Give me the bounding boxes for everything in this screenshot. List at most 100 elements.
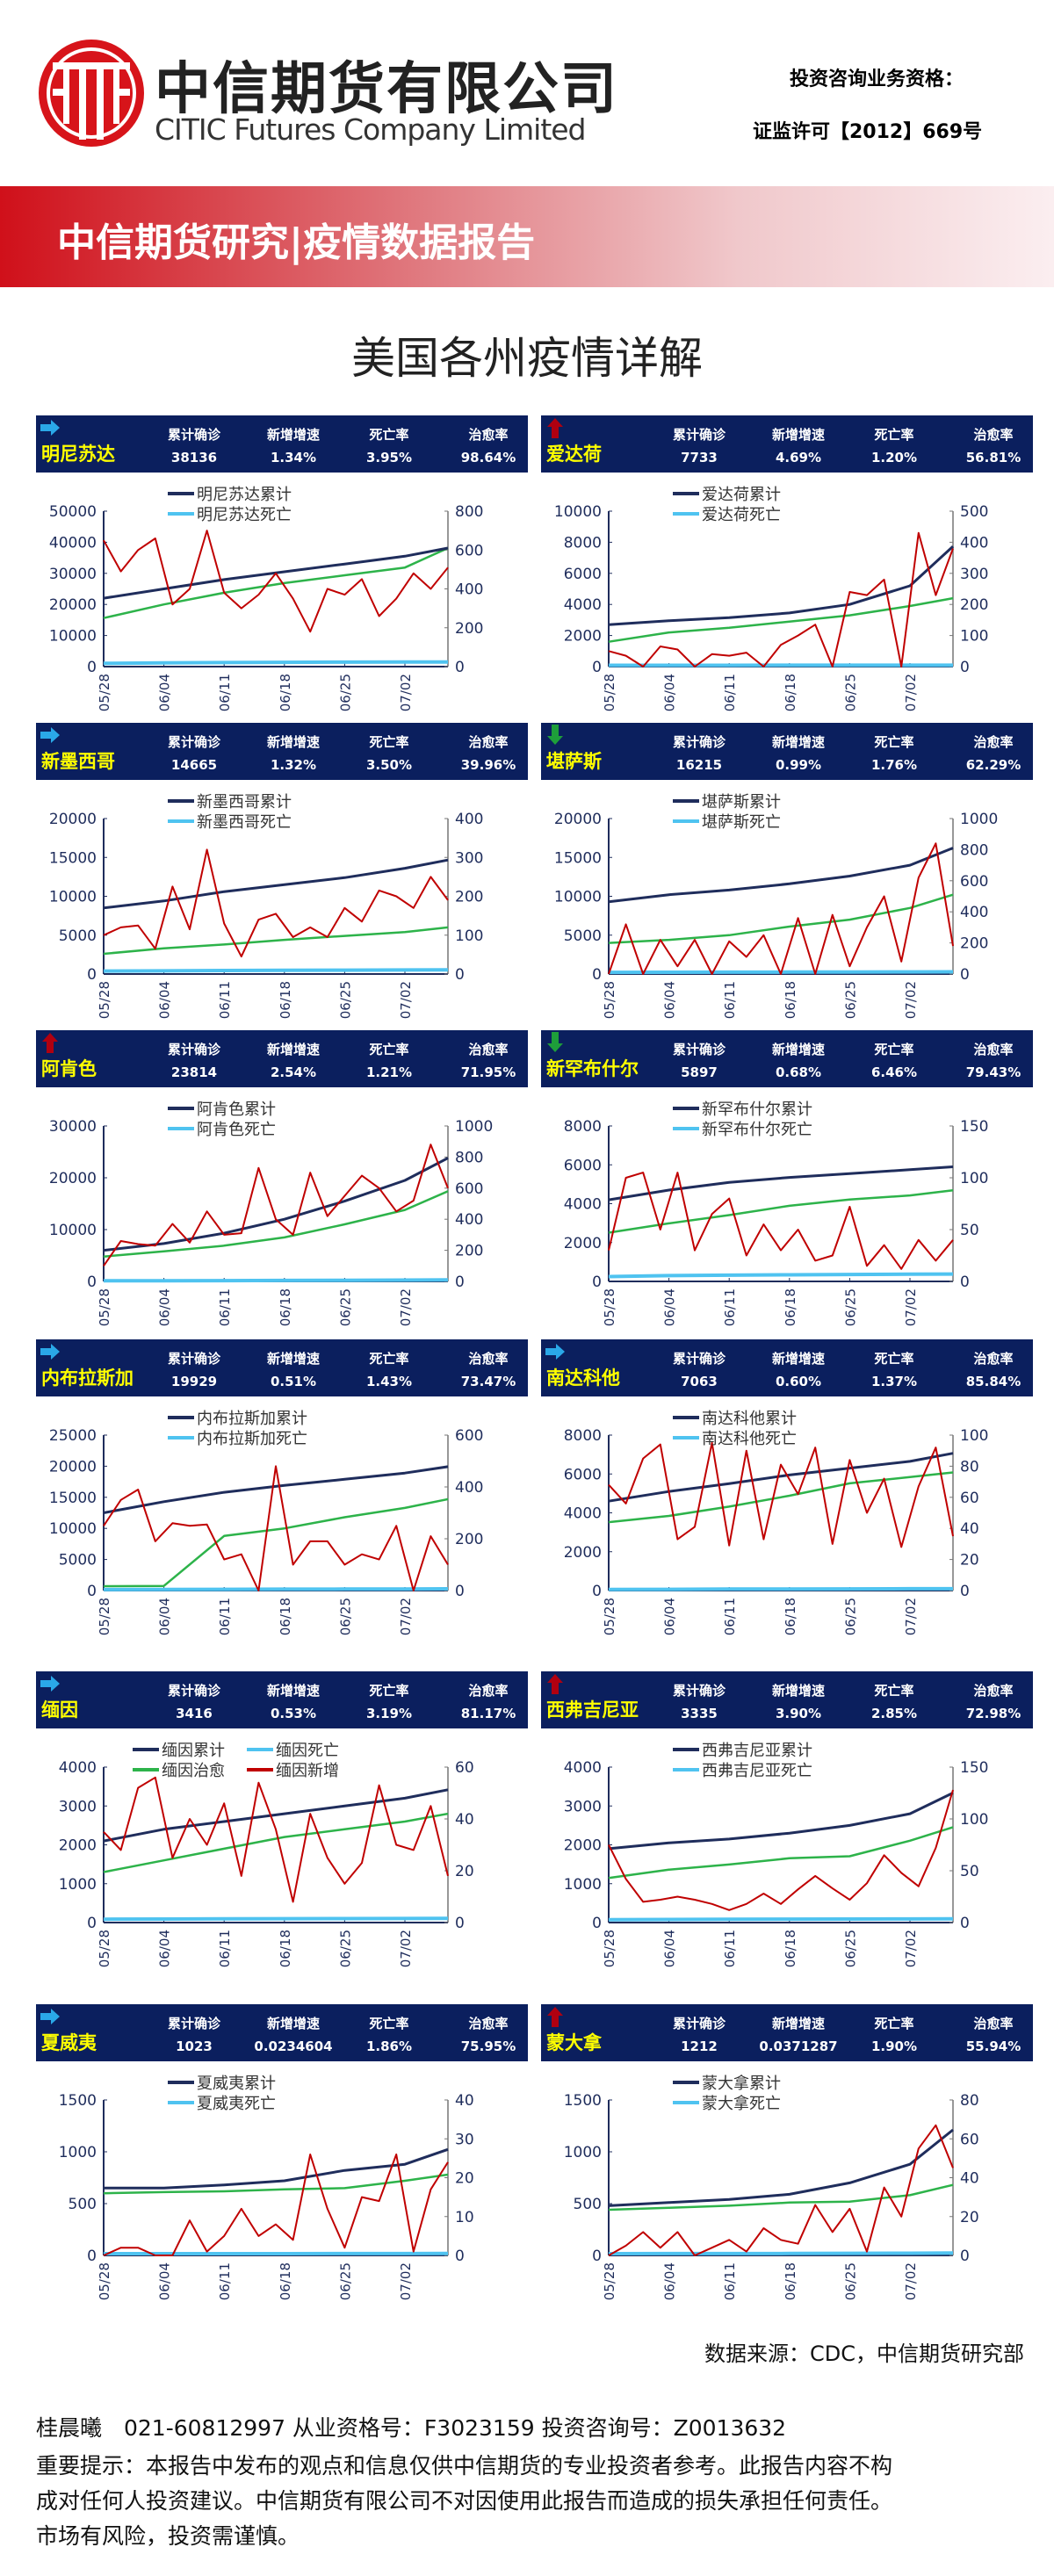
series-line-cumulative (103, 858, 449, 910)
x-tick-label: 06/11 (722, 674, 738, 711)
stat-value: 85.84% (965, 1374, 1022, 1389)
x-tick-label: 06/18 (278, 1288, 293, 1326)
stat-value: 16215 (675, 757, 723, 773)
legend-label: 爱达荷累计 (702, 486, 781, 504)
trend-right-arrow-icon (545, 1344, 565, 1360)
y-tick-label-right: 80 (960, 1458, 979, 1476)
y-tick-label-left: 20000 (49, 811, 97, 828)
x-tick-label: 06/18 (783, 1930, 798, 1967)
company-name-cn: 中信期货有限公司 (155, 56, 618, 122)
trend-right-arrow-icon (40, 1344, 60, 1360)
state-panel: 南达科他 累计确诊 7063 新增增速 0.60% 死亡率 1.37% 治愈率 85.84% 0 2… (541, 1339, 1033, 1656)
legend-label: 缅因治愈 (162, 1762, 225, 1780)
stat-value: 3.19% (365, 1706, 413, 1721)
x-tick-label: 06/25 (842, 981, 858, 1019)
state-name: 缅因 (41, 1699, 78, 1721)
state-chart: 0 2000 4000 6000 8000 0 20 40 60 80 100 05/28 06/04 0… (564, 1410, 989, 1635)
stat-value: 1.21% (365, 1064, 413, 1080)
y-tick-label-left: 0 (87, 1915, 97, 1932)
y-tick-label-right: 400 (455, 811, 483, 828)
x-tick-label: 06/11 (722, 1598, 738, 1635)
stat-label: 新增增速 (771, 734, 825, 750)
x-tick-label: 06/18 (783, 2262, 798, 2300)
series-line-new (608, 1172, 954, 1270)
state-chart: 0 1000 2000 3000 4000 0 20 40 60 05/28 06/04 06/11 0… (59, 1742, 474, 1967)
y-tick-label-right: 100 (960, 628, 988, 646)
x-tick-label: 06/25 (842, 674, 858, 711)
x-tick-label: 06/18 (783, 1598, 798, 1635)
y-tick-label-right: 0 (455, 966, 465, 984)
stat-label: 新增增速 (771, 1351, 825, 1367)
y-tick-label-right: 60 (960, 1490, 979, 1507)
y-tick-label-left: 20000 (49, 1170, 97, 1187)
x-tick-label: 07/02 (903, 1598, 919, 1635)
x-tick-label: 06/25 (337, 981, 353, 1019)
y-tick-label-right: 40 (960, 1520, 979, 1538)
stat-value: 23814 (170, 1064, 218, 1080)
legend-label: 内布拉斯加累计 (197, 1410, 307, 1428)
stat-label: 死亡率 (369, 734, 409, 750)
x-tick-label: 06/18 (278, 981, 293, 1019)
citic-logo (39, 40, 144, 147)
stat-label: 治愈率 (973, 1042, 1014, 1057)
y-tick-label-left: 5000 (564, 927, 602, 945)
x-tick-label: 06/25 (337, 1288, 353, 1326)
stat-label: 新增增速 (771, 1683, 825, 1699)
stat-value: 2.54% (270, 1064, 317, 1080)
x-tick-label: 06/04 (157, 1598, 173, 1635)
x-tick-label: 07/02 (903, 1288, 919, 1326)
stat-label: 治愈率 (973, 2016, 1014, 2031)
state-stats-header: 新墨西哥 累计确诊 14665 新增增速 1.32% 死亡率 3.50% 治愈率 39.96% (36, 723, 528, 780)
x-tick-label: 06/04 (662, 1598, 678, 1635)
stat-value: 0.51% (270, 1374, 317, 1389)
report-banner (0, 186, 1054, 287)
state-stats-header: 明尼苏达 累计确诊 38136 新增增速 1.34% 死亡率 3.95% 治愈率 98.64% (36, 415, 528, 473)
x-tick-label: 05/28 (97, 674, 112, 711)
y-tick-label-left: 1000 (59, 2144, 97, 2161)
stat-label: 治愈率 (468, 734, 509, 750)
stat-value: 75.95% (460, 2038, 516, 2054)
trend-right-arrow-icon (40, 2009, 60, 2024)
stat-label: 累计确诊 (672, 2016, 726, 2031)
stat-value: 73.47% (460, 1374, 516, 1389)
x-tick-label: 06/11 (217, 2262, 233, 2300)
x-tick-label: 05/28 (97, 2262, 112, 2300)
state-panel: 夏威夷 累计确诊 1023 新增增速 0.0234604 死亡率 1.86% 治愈率 75.95… (36, 2004, 528, 2320)
x-tick-label: 05/28 (602, 2262, 617, 2300)
stat-label: 治愈率 (468, 1683, 509, 1699)
state-chart: 0 5000 10000 15000 20000 0 100 200 300 400 05/28 06… (49, 793, 484, 1019)
y-tick-label-right: 0 (455, 2248, 465, 2265)
legend-label: 明尼苏达累计 (197, 486, 292, 504)
x-tick-label: 07/02 (398, 674, 414, 711)
y-tick-label-right: 400 (455, 1211, 483, 1229)
x-tick-label: 06/11 (722, 2262, 738, 2300)
y-tick-label-left: 3000 (59, 1798, 97, 1815)
y-tick-label-left: 10000 (554, 889, 602, 906)
y-tick-label-left: 1500 (564, 2092, 602, 2110)
series-line-new (608, 2124, 954, 2256)
y-tick-label-right: 100 (960, 1427, 988, 1445)
stat-label: 累计确诊 (167, 1042, 220, 1057)
y-tick-label-left: 0 (592, 1915, 602, 1932)
state-name: 明尼苏达 (41, 444, 115, 465)
state-panel: 缅因 累计确诊 3416 新增增速 0.53% 死亡率 3.19% 治愈率 81.17% 0 100… (36, 1671, 528, 1988)
stat-value: 39.96% (460, 757, 516, 773)
x-tick-label: 05/28 (97, 1598, 112, 1635)
y-tick-label-left: 2000 (59, 1837, 97, 1855)
state-name: 阿肯色 (41, 1058, 97, 1079)
y-tick-label-left: 2000 (564, 1544, 602, 1562)
state-chart: 0 2000 4000 6000 8000 10000 0 100 200 300 400 500 05… (554, 486, 989, 711)
y-tick-label-left: 3000 (564, 1798, 602, 1815)
legend-label: 新罕布什尔死亡 (702, 1121, 812, 1139)
x-tick-label: 07/02 (398, 2262, 414, 2300)
y-tick-label-left: 0 (592, 966, 602, 984)
x-tick-label: 07/02 (903, 981, 919, 1019)
stat-label: 累计确诊 (167, 1351, 220, 1367)
y-tick-label-left: 10000 (49, 628, 97, 646)
x-tick-label: 05/28 (602, 674, 617, 711)
legend-label: 西弗吉尼亚累计 (702, 1742, 812, 1760)
x-tick-label: 05/28 (97, 981, 112, 1019)
stat-label: 累计确诊 (167, 427, 220, 443)
stat-value: 55.94% (965, 2038, 1022, 2054)
stat-value: 1.76% (870, 757, 918, 773)
